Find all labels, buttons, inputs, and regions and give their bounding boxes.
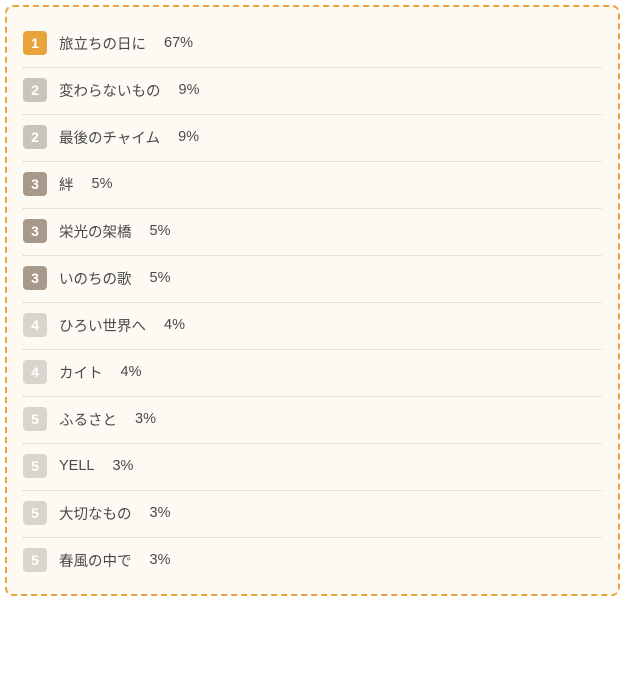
ranking-item-title: カイト	[59, 362, 103, 383]
ranking-item-percent: 4%	[121, 364, 142, 380]
ranking-item[interactable]: 2 最後のチャイム 9%	[23, 115, 602, 162]
ranking-item-title: 最後のチャイム	[59, 127, 160, 148]
ranking-item-percent: 5%	[150, 270, 171, 286]
ranking-item-percent: 3%	[150, 505, 171, 521]
ranking-item-percent: 9%	[179, 82, 200, 98]
ranking-item-percent: 5%	[92, 176, 113, 192]
ranking-item-title: 栄光の架橋	[59, 221, 132, 242]
rank-badge: 3	[23, 172, 47, 196]
rank-badge: 4	[23, 360, 47, 384]
ranking-item-percent: 9%	[178, 129, 199, 145]
rank-badge: 5	[23, 454, 47, 478]
ranking-item[interactable]: 2 変わらないもの 9%	[23, 68, 602, 115]
rank-badge: 5	[23, 501, 47, 525]
rank-badge: 2	[23, 125, 47, 149]
ranking-item-title: ひろい世界へ	[59, 315, 146, 336]
ranking-list: 1旅立ちの日に67%2変わらないもの9%2最後のチャイム9%3絆5%3栄光の架橋…	[5, 5, 620, 596]
ranking-item[interactable]: 5 大切なもの 3%	[23, 491, 602, 538]
ranking-item[interactable]: 5 ふるさと 3%	[23, 397, 602, 444]
ranking-item-title: 大切なもの	[59, 503, 132, 524]
ranking-item[interactable]: 5 春風の中で 3%	[23, 538, 602, 584]
rank-badge: 1	[23, 31, 47, 55]
rank-badge: 5	[23, 407, 47, 431]
ranking-item-title: 絆	[59, 174, 74, 195]
ranking-item[interactable]: 3 いのちの歌 5%	[23, 256, 602, 303]
ranking-item-title: YELL	[59, 458, 94, 474]
rank-badge: 5	[23, 548, 47, 572]
rank-badge: 3	[23, 266, 47, 290]
ranking-item-title: 春風の中で	[59, 550, 132, 571]
ranking-item-percent: 4%	[164, 317, 185, 333]
ranking-item[interactable]: 3 栄光の架橋 5%	[23, 209, 602, 256]
ranking-item-percent: 67%	[164, 35, 193, 51]
ranking-item[interactable]: 5 YELL 3%	[23, 444, 602, 491]
ranking-item-percent: 3%	[112, 458, 133, 474]
ranking-item-title: いのちの歌	[59, 268, 132, 289]
rank-badge: 4	[23, 313, 47, 337]
rank-badge: 3	[23, 219, 47, 243]
ranking-item[interactable]: 3絆 5%	[23, 162, 602, 209]
ranking-item-percent: 5%	[150, 223, 171, 239]
ranking-item-title: 変わらないもの	[59, 80, 161, 101]
ranking-item-title: 旅立ちの日に	[59, 33, 146, 54]
ranking-item-title: ふるさと	[59, 409, 117, 430]
ranking-item[interactable]: 4 ひろい世界へ 4%	[23, 303, 602, 350]
ranking-item[interactable]: 1 旅立ちの日に 67%	[23, 21, 602, 68]
rank-badge: 2	[23, 78, 47, 102]
ranking-item[interactable]: 4 カイト 4%	[23, 350, 602, 397]
ranking-item-percent: 3%	[150, 552, 171, 568]
ranking-item-percent: 3%	[135, 411, 156, 427]
